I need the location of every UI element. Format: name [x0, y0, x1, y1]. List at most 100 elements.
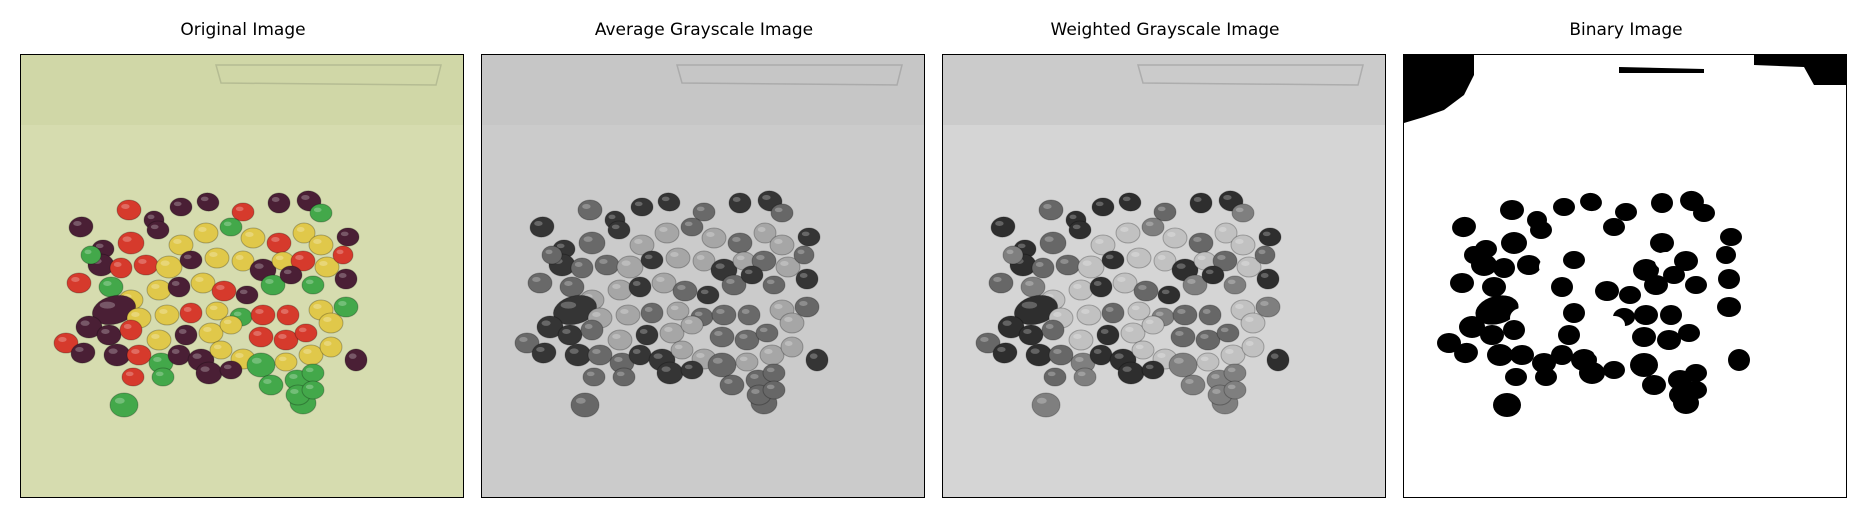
jelly-bean	[1220, 344, 1246, 366]
jelly-bean-highlight	[251, 357, 262, 364]
jelly-bean-highlight	[95, 243, 104, 249]
jelly-bean	[1676, 223, 1698, 243]
jelly-bean-highlight	[656, 277, 665, 282]
jelly-bean-highlight	[569, 348, 579, 354]
jelly-bean	[70, 342, 96, 364]
jelly-bean-highlight	[995, 221, 1004, 226]
jelly-bean	[68, 216, 94, 238]
binary-shadow-region	[1404, 55, 1474, 123]
jelly-bean	[1170, 326, 1196, 348]
jelly-bean	[1579, 362, 1605, 384]
jelly-bean-highlight	[1155, 311, 1164, 317]
jelly-bean	[770, 203, 794, 223]
jelly-bean-highlight	[1145, 364, 1154, 370]
jelly-bean	[1553, 198, 1575, 216]
jelly-bean-highlight	[305, 367, 314, 373]
jelly-bean	[753, 222, 777, 244]
jelly-bean-highlight	[732, 197, 741, 202]
jelly-bean-highlight	[151, 284, 160, 289]
jelly-bean-highlight	[213, 344, 222, 350]
jelly-bean-highlight	[1175, 331, 1184, 336]
jelly-bean	[1552, 235, 1576, 255]
jelly-bean	[109, 257, 133, 279]
jelly-bean-highlight	[1135, 344, 1144, 350]
jelly-bean	[1459, 316, 1485, 338]
jelly-bean-highlight	[1025, 281, 1034, 286]
jelly-bean-highlight	[1105, 307, 1114, 312]
jelly-bean-highlight	[809, 353, 818, 359]
jelly-bean-highlight	[223, 364, 232, 370]
jelly-bean-highlight	[612, 334, 621, 339]
jelly-bean	[779, 312, 805, 334]
jelly-beans-binary-image	[1404, 55, 1846, 497]
jelly-bean-highlight	[113, 262, 122, 267]
jelly-bean	[1258, 227, 1282, 247]
jelly-bean	[805, 348, 829, 372]
jelly-bean-highlight	[183, 254, 192, 260]
jelly-bean-highlight	[1120, 227, 1129, 232]
jelly-bean	[1196, 352, 1220, 372]
jelly-bean-highlight	[103, 281, 112, 286]
jelly-bean	[570, 257, 594, 279]
jelly-bean	[1660, 305, 1682, 325]
jelly-bean-highlight	[1021, 301, 1038, 309]
jelly-bean-highlight	[1131, 305, 1140, 311]
jelly-bean	[1577, 223, 1601, 243]
jelly-bean	[167, 344, 191, 366]
jelly-bean-highlight	[1177, 309, 1186, 314]
jelly-bean	[701, 227, 727, 249]
jelly-bean-highlight	[1072, 224, 1081, 230]
jelly-bean	[1117, 361, 1145, 385]
jelly-bean	[628, 344, 652, 366]
jelly-bean	[1493, 258, 1515, 278]
jelly-bean	[735, 352, 759, 372]
image-binary	[1403, 54, 1847, 498]
jelly-bean	[332, 245, 354, 265]
jelly-bean	[1041, 319, 1065, 341]
jelly-bean-highlight	[223, 319, 232, 325]
jelly-bean	[1615, 203, 1637, 221]
jelly-bean	[1580, 192, 1602, 212]
jelly-bean-highlight	[750, 374, 759, 379]
jelly-bean	[1127, 301, 1151, 321]
jelly-bean	[1055, 254, 1081, 276]
jelly-bean	[1073, 367, 1097, 387]
jelly-bean	[301, 380, 325, 400]
jelly-bean-highlight	[706, 232, 715, 237]
jelly-bean	[1539, 256, 1565, 278]
jelly-bean-highlight	[283, 269, 292, 275]
jelly-bean-highlight	[233, 311, 242, 317]
jelly-bean	[1728, 349, 1750, 371]
jelly-bean-highlight	[336, 249, 344, 255]
jelly-bean-highlight	[155, 371, 164, 377]
jelly-bean	[527, 272, 553, 294]
jelly-bean-highlight	[1100, 329, 1109, 334]
jelly-bean-highlight	[296, 227, 305, 232]
jelly-bean-highlight	[235, 353, 244, 358]
jelly-bean	[1595, 281, 1619, 301]
jelly-bean-highlight	[1045, 324, 1054, 329]
jelly-bean-highlight	[1202, 309, 1211, 314]
jelly-bean	[1589, 302, 1611, 320]
jelly-bean-highlight	[223, 221, 232, 227]
jelly-bean-highlight	[1241, 261, 1250, 266]
jelly-bean	[66, 272, 92, 294]
jelly-bean	[1018, 324, 1044, 346]
jelly-bean-highlight	[536, 347, 545, 352]
jelly-bean-highlight	[764, 349, 773, 354]
jelly-bean	[1450, 273, 1474, 293]
jelly-bean	[975, 332, 1001, 354]
jelly-bean-highlight	[799, 301, 808, 306]
jelly-bean	[582, 367, 606, 387]
jelly-bean	[1230, 234, 1256, 256]
jelly-bean	[198, 322, 224, 344]
jelly-bean	[635, 324, 659, 346]
jelly-bean	[1118, 192, 1142, 212]
jelly-bean	[628, 276, 652, 298]
jelly-bean-highlight	[519, 337, 528, 342]
jelly-bean	[1002, 245, 1024, 265]
jelly-bean	[751, 250, 777, 272]
jelly-bean	[762, 363, 786, 383]
jelly-bean	[195, 361, 223, 385]
jelly-bean-highlight	[774, 304, 783, 309]
